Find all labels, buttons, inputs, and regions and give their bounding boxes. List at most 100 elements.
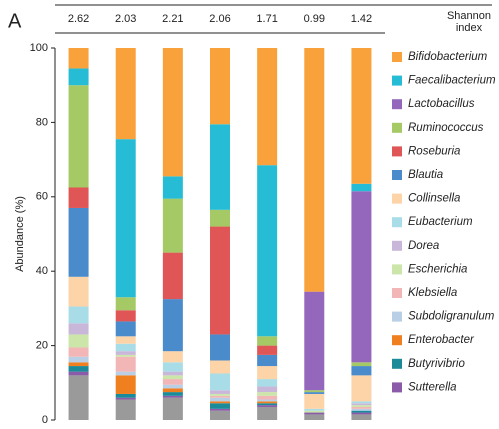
legend-label: Ruminococcus <box>408 122 484 134</box>
legend-swatch <box>392 335 402 346</box>
bar-segment <box>257 48 278 166</box>
bar-segment <box>210 403 230 409</box>
bar-segment <box>210 390 230 394</box>
bar-segment <box>210 209 230 227</box>
bar-segment <box>304 412 325 415</box>
bar-segment <box>210 360 230 374</box>
bar-segment <box>68 207 89 277</box>
legend-swatch <box>392 52 402 62</box>
bar-segment <box>351 403 372 406</box>
bar-segment <box>115 139 136 298</box>
bar-segment <box>351 412 372 415</box>
bar-segment <box>162 388 183 393</box>
bar-segment <box>257 386 278 393</box>
bar-segment <box>210 401 230 404</box>
shannon-header: Shannon index <box>446 10 492 34</box>
bar-segment <box>257 405 278 407</box>
bar-segment <box>68 323 89 335</box>
legend-label: Escherichia <box>408 263 467 275</box>
legend-label: Butyrivibrio <box>408 358 465 370</box>
bar-segment <box>304 414 325 420</box>
legend-label: Lactobacillus <box>408 98 475 110</box>
bar-segment <box>257 336 278 346</box>
bar-segment <box>68 366 89 372</box>
shannon-value: 2.62 <box>68 13 89 25</box>
bar-segment <box>68 371 89 376</box>
bar-segment <box>304 291 325 391</box>
bar-segment <box>210 408 230 411</box>
y-tick-label: 100 <box>30 42 48 54</box>
bar-segment <box>257 345 278 355</box>
bar-segment <box>162 252 183 300</box>
bar-segment <box>115 351 136 355</box>
legend-swatch <box>392 311 402 322</box>
bar-segment <box>210 373 230 391</box>
bar-segment <box>351 366 372 376</box>
bar-segment <box>257 399 278 402</box>
panel-label: A <box>8 10 22 32</box>
bar-segment <box>351 414 372 420</box>
bar-segment <box>115 375 136 394</box>
bar-segment <box>162 371 183 376</box>
bar-segment <box>162 299 183 352</box>
legend-swatch <box>392 170 402 180</box>
bar-segment <box>162 384 183 389</box>
bar-segment <box>68 187 89 208</box>
legend-swatch <box>392 146 402 157</box>
bar-segment <box>68 375 89 420</box>
bar-segment <box>304 393 325 409</box>
bar-segment <box>257 403 278 406</box>
bar-segment <box>162 351 183 363</box>
legend-label: Subdoligranulum <box>408 311 495 323</box>
bar-segment <box>304 48 325 292</box>
bar-segment <box>351 408 372 411</box>
bar-segment <box>351 183 372 192</box>
legend-label: Klebsiella <box>408 287 457 299</box>
bar-segment <box>68 276 89 307</box>
legend-label: Eubacterium <box>408 216 473 228</box>
bar-segment <box>115 336 136 344</box>
bar-segment <box>115 297 136 311</box>
bar-segment <box>304 408 325 411</box>
bar-segment <box>257 406 278 420</box>
bar-segment <box>68 48 89 69</box>
y-tick-label: 0 <box>42 414 48 426</box>
y-axis-label: Abundance (%) <box>14 196 26 272</box>
bar-segment <box>68 306 89 324</box>
legend-swatch <box>392 217 402 228</box>
legend-swatch <box>392 99 402 110</box>
bar-segment <box>351 48 372 184</box>
legend-label: Collinsella <box>408 193 460 205</box>
bar-segment <box>162 362 183 372</box>
legend-label: Roseburia <box>408 145 460 157</box>
bar-segment <box>257 366 278 380</box>
legend-swatch <box>392 288 402 298</box>
legend-label: Blautia <box>408 169 443 181</box>
bar-segment <box>162 176 183 199</box>
legend-swatch <box>392 193 402 204</box>
shannon-value: 1.42 <box>351 13 372 25</box>
bar-segment <box>210 124 230 210</box>
bar-segment <box>162 48 183 177</box>
bar-segment <box>162 379 183 385</box>
bar-segment <box>115 399 136 420</box>
legend-swatch <box>392 264 402 275</box>
shannon-value: 2.21 <box>162 13 183 25</box>
bar-segment <box>351 406 372 409</box>
bar-segment <box>162 395 183 398</box>
bar-segment <box>257 165 278 337</box>
y-tick-label: 40 <box>36 265 48 277</box>
bar-segment <box>68 85 89 188</box>
legend-swatch <box>392 75 402 86</box>
shannon-value: 1.71 <box>256 13 277 25</box>
bar-segment <box>115 310 136 322</box>
bar-segment <box>115 371 136 376</box>
bar-segment <box>304 390 325 393</box>
bar-segment <box>351 362 372 367</box>
shannon-value: 2.06 <box>209 13 230 25</box>
bar-segment <box>210 395 230 398</box>
bar-segment <box>68 347 89 357</box>
bar-segment <box>115 343 136 352</box>
legend-swatch <box>392 358 402 369</box>
